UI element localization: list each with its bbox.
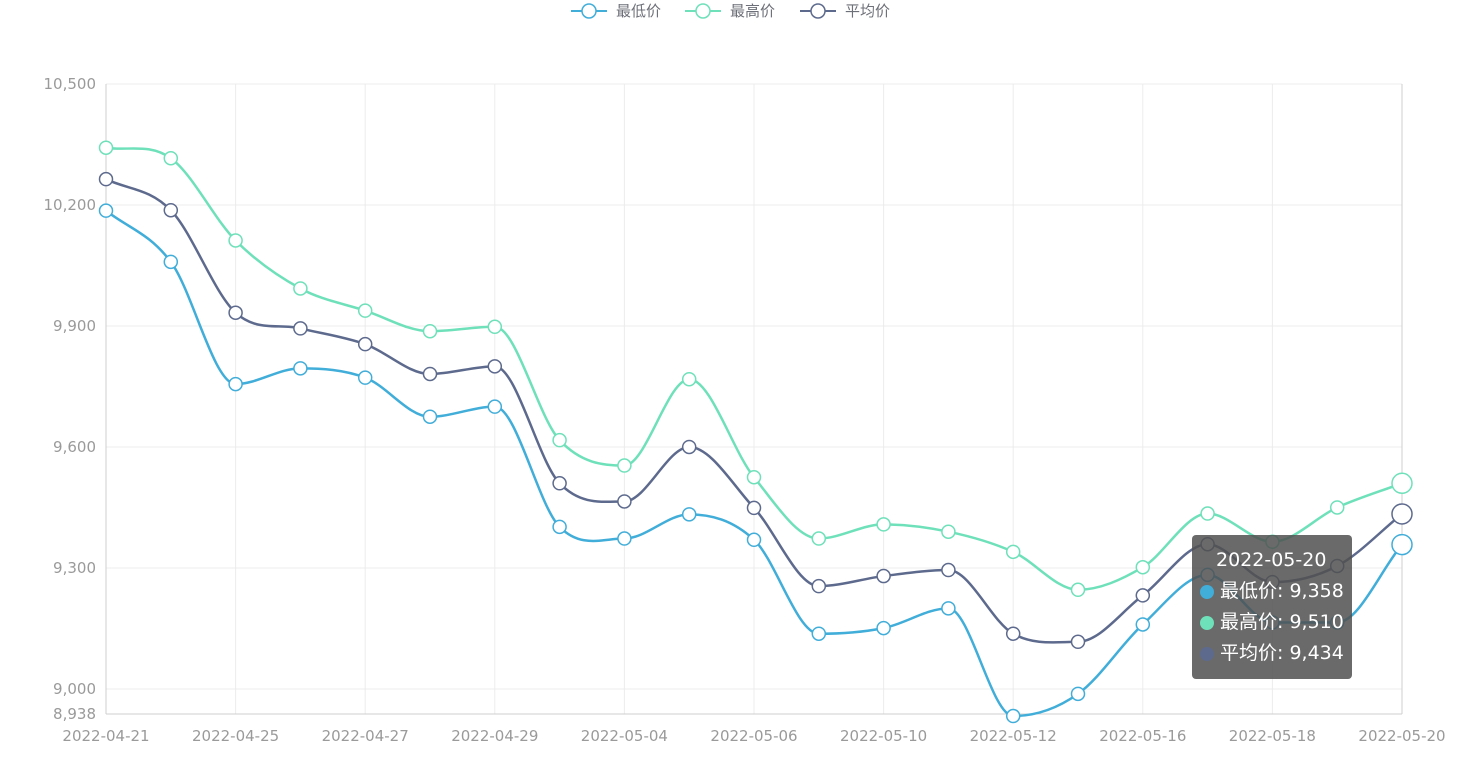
data-point-low (1391, 533, 1413, 556)
data-point-avg (293, 321, 308, 336)
data-point-avg (746, 500, 762, 516)
data-point-avg (487, 359, 503, 374)
data-point-avg (228, 305, 243, 320)
tooltip-dot-low (1200, 584, 1214, 599)
data-point-high (228, 233, 243, 248)
tooltip-title: 2022-05-20 (1216, 549, 1327, 571)
data-point-avg (163, 202, 179, 218)
data-point-avg (1135, 588, 1151, 603)
legend-symbol-high (695, 3, 711, 19)
data-point-high (1070, 582, 1086, 598)
tooltip-row-low: 最低价: 9,358 (1200, 576, 1344, 607)
x-tick-label: 2022-04-29 (451, 727, 538, 745)
data-point-low (422, 409, 438, 424)
data-point-low (228, 376, 243, 392)
tooltip-text-low: 最低价: 9,358 (1220, 580, 1344, 602)
data-point-avg (357, 336, 373, 352)
data-point-low (552, 519, 567, 535)
data-point-avg (422, 366, 438, 382)
data-point-low (681, 507, 697, 522)
data-point-high (422, 323, 438, 339)
data-point-low (98, 203, 114, 218)
data-point-avg (98, 171, 114, 187)
data-point-avg (552, 476, 567, 491)
data-point-high (357, 303, 373, 318)
tooltip-dot-avg (1200, 646, 1214, 661)
x-tick-label: 2022-04-25 (192, 727, 279, 745)
data-point-avg (941, 562, 956, 578)
data-point-avg (876, 568, 891, 584)
tooltip-row-avg: 平均价: 9,434 (1200, 638, 1344, 669)
y-tick-label: 9,300 (53, 559, 96, 577)
legend-label-avg: 平均价 (845, 2, 890, 20)
data-point-avg (811, 578, 827, 594)
data-point-avg (1070, 634, 1086, 650)
data-point-low (876, 620, 891, 636)
data-point-low (1135, 617, 1151, 632)
data-point-low (941, 601, 956, 616)
tooltip-text-high: 最高价: 9,510 (1220, 611, 1344, 633)
data-point-high (163, 150, 179, 166)
y-tick-label: 8,938 (53, 705, 96, 723)
series-line-high (105, 146, 1403, 592)
data-point-high (98, 140, 114, 155)
data-point-high (876, 517, 891, 532)
y-tick-label: 10,500 (44, 75, 97, 93)
data-point-avg (1005, 626, 1021, 641)
data-point-low (163, 254, 179, 270)
data-point-avg (681, 439, 697, 455)
x-tick-label: 2022-05-16 (1099, 727, 1186, 745)
legend-label-high: 最高价 (730, 2, 775, 20)
data-point-low (617, 531, 632, 546)
data-point-high (681, 371, 697, 387)
x-tick-label: 2022-05-12 (970, 727, 1057, 745)
x-tick-label: 2022-04-27 (322, 727, 409, 745)
data-point-low (487, 399, 503, 414)
y-tick-label: 9,600 (53, 438, 96, 456)
data-point-high (293, 281, 308, 296)
data-point-high (811, 531, 827, 546)
legend-label-low: 最低价 (616, 2, 661, 20)
tooltip-dot-high (1200, 615, 1214, 630)
tooltip-text-avg: 平均价: 9,434 (1220, 642, 1344, 664)
data-point-low (1005, 708, 1021, 724)
y-tick-label: 10,200 (44, 196, 97, 214)
data-point-high (1135, 559, 1151, 575)
legend-symbol-low (581, 3, 597, 19)
data-point-high (487, 319, 503, 335)
data-point-high (941, 524, 956, 539)
data-point-high (617, 458, 632, 473)
x-tick-label: 2022-05-18 (1229, 727, 1316, 745)
data-point-low (746, 532, 762, 548)
tooltip-row-high: 最高价: 9,510 (1200, 607, 1344, 638)
chart-tooltip: 2022-05-20 最低价: 9,358 最高价: 9,510 平均价: 9,… (1192, 535, 1352, 679)
data-point-high (1391, 472, 1413, 495)
x-tick-label: 2022-05-06 (710, 727, 797, 745)
y-tick-label: 9,000 (53, 680, 96, 698)
data-point-high (1200, 506, 1215, 521)
data-point-low (357, 370, 373, 385)
data-point-low (1070, 686, 1086, 702)
data-point-avg (1391, 503, 1413, 525)
data-point-high (746, 469, 762, 485)
legend-symbol-avg (810, 3, 826, 19)
data-point-high (552, 432, 567, 448)
data-point-avg (617, 494, 632, 509)
data-point-low (811, 626, 827, 641)
data-point-high (1005, 544, 1021, 560)
x-tick-label: 2022-05-10 (840, 727, 927, 745)
data-point-high (1329, 500, 1345, 515)
x-tick-label: 2022-05-20 (1358, 727, 1445, 745)
y-tick-label: 9,900 (53, 317, 96, 335)
data-point-low (293, 361, 308, 376)
x-tick-label: 2022-04-21 (62, 727, 149, 745)
x-tick-label: 2022-05-04 (581, 727, 668, 745)
